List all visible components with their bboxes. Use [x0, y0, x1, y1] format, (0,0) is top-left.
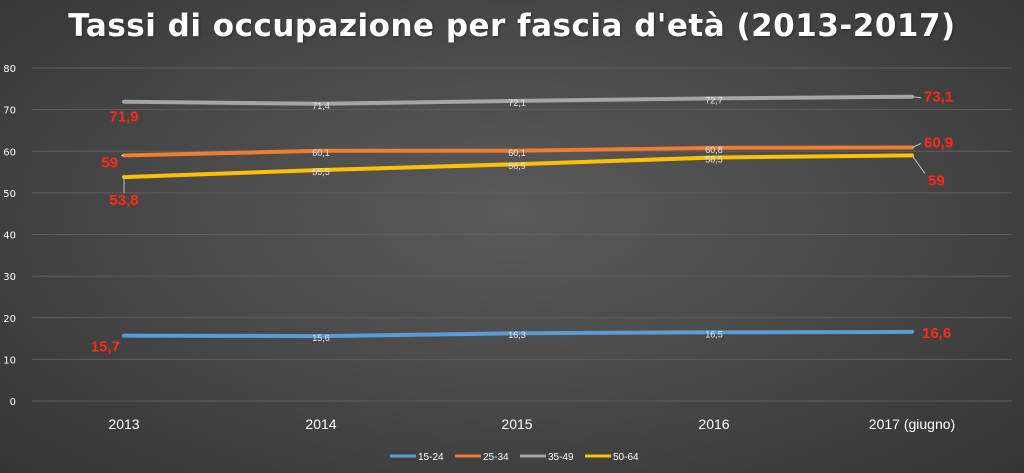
data-label-25-34: 60,8: [705, 145, 723, 155]
data-label-35-49: 73,1: [924, 89, 953, 106]
data-label-50-64: 59: [928, 172, 945, 189]
y-tick-label: 20: [3, 314, 16, 325]
data-label-35-49: 71,4: [312, 101, 330, 111]
data-label-25-34: 60,1: [312, 148, 330, 158]
data-label-25-34: 59: [101, 154, 118, 171]
data-label-50-64: 55,5: [312, 167, 330, 177]
y-tick-label: 80: [3, 64, 16, 75]
series-line-25-34: [122, 145, 914, 158]
legend-label: 35-49: [548, 452, 574, 463]
data-label-50-64: 58,5: [705, 154, 723, 164]
series-line-35-49: [122, 94, 914, 106]
data-label-35-49: 72,7: [705, 95, 723, 105]
x-tick-label: 2016: [698, 416, 729, 432]
data-label-15-24: 16,3: [508, 330, 526, 340]
y-tick-label: 70: [3, 106, 16, 117]
y-tick-label: 10: [3, 355, 16, 366]
legend-label: 50-64: [613, 452, 639, 463]
legend-label: 25-34: [483, 452, 509, 463]
y-tick-label: 50: [3, 189, 16, 200]
x-tick-label: 2013: [108, 416, 139, 432]
series-line-15-24: [122, 329, 914, 339]
x-tick-label: 2017 (giugno): [869, 416, 955, 432]
data-label-50-64: 56,9: [508, 161, 526, 171]
data-label-15-24: 16,5: [705, 329, 723, 339]
data-label-35-49: 71,9: [109, 109, 138, 126]
data-label-15-24: 15,7: [91, 339, 120, 356]
data-label-15-24: 15,6: [312, 333, 330, 343]
x-tick-label: 2014: [305, 416, 336, 432]
data-label-leader: [911, 155, 926, 174]
data-label-25-34: 60,1: [508, 148, 526, 158]
y-tick-label: 30: [3, 272, 16, 283]
data-label-50-64: 53,8: [109, 192, 138, 209]
data-label-leader: [911, 143, 922, 148]
data-label-35-49: 72,1: [508, 98, 526, 108]
x-tick-label: 2015: [501, 416, 532, 432]
y-tick-label: 40: [3, 231, 16, 242]
chart-title: Tassi di occupazione per fascia d'età (2…: [68, 8, 956, 44]
data-label-25-34: 60,9: [924, 135, 953, 152]
data-label-leader: [911, 96, 922, 99]
series-line-50-64: [122, 153, 914, 180]
data-label-15-24: 16,6: [922, 325, 951, 342]
y-tick-label: 60: [3, 147, 16, 158]
legend-label: 15-24: [418, 452, 444, 463]
y-tick-label: 0: [10, 397, 16, 408]
